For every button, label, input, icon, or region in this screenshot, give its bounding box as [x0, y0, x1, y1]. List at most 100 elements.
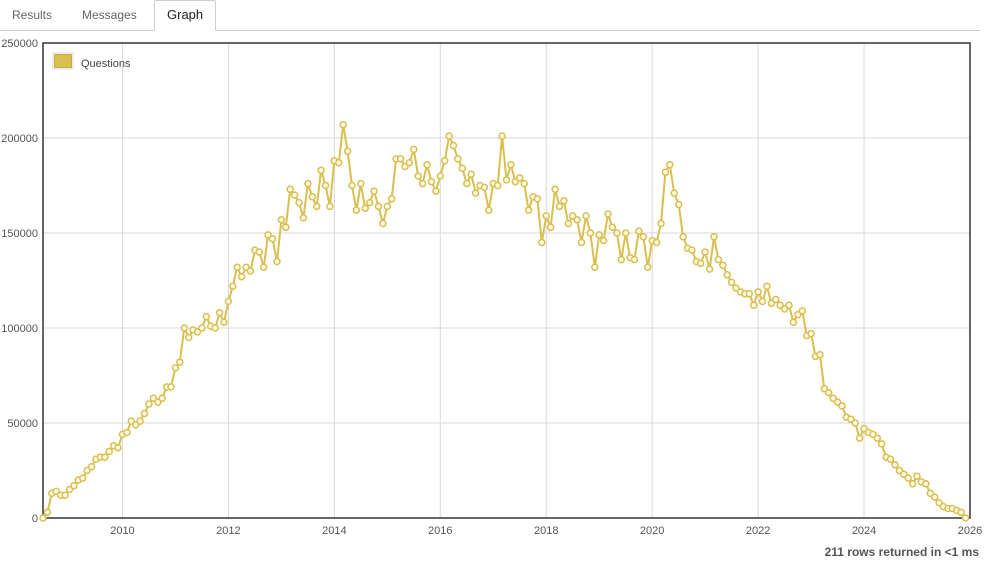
- data-point: [335, 158, 343, 167]
- data-point: [493, 181, 502, 190]
- data-point: [237, 272, 246, 281]
- data-point: [229, 282, 237, 290]
- data-point: [445, 132, 453, 140]
- x-tick-label: 2018: [534, 525, 558, 535]
- data-point: [855, 434, 864, 442]
- data-point: [913, 472, 921, 480]
- data-point: [657, 219, 665, 228]
- data-point: [772, 295, 780, 304]
- data-point: [467, 170, 475, 178]
- x-tick-label: 2014: [322, 525, 346, 535]
- data-point: [564, 219, 573, 228]
- data-point: [630, 255, 639, 264]
- data-point: [480, 183, 489, 192]
- data-point: [140, 409, 149, 418]
- data-point: [414, 172, 422, 180]
- data-point: [259, 263, 268, 271]
- data-point: [61, 491, 69, 499]
- tab-messages[interactable]: Messages: [82, 8, 137, 22]
- data-point: [785, 301, 793, 309]
- data-point: [387, 195, 396, 203]
- data-point: [246, 267, 255, 275]
- data-point: [405, 158, 414, 167]
- data-point: [507, 160, 515, 169]
- data-point: [666, 160, 674, 169]
- data-point: [961, 514, 970, 522]
- data-point: [268, 234, 277, 243]
- data-point: [745, 290, 754, 298]
- data-point: [794, 310, 802, 319]
- data-point: [763, 282, 771, 290]
- data-point: [317, 166, 325, 175]
- data-point: [586, 229, 595, 237]
- x-tick-label: 2010: [110, 525, 134, 535]
- data-point: [39, 514, 47, 522]
- data-point: [727, 278, 736, 287]
- data-point: [215, 309, 224, 317]
- data-point: [471, 189, 480, 197]
- data-point: [877, 440, 886, 448]
- data-point: [277, 215, 286, 224]
- data-point: [533, 195, 542, 203]
- data-point: [604, 210, 612, 218]
- y-tick-label: 50000: [7, 418, 38, 430]
- legend-swatch: [54, 54, 72, 68]
- data-point: [211, 324, 219, 332]
- data-point: [167, 383, 175, 391]
- data-point: [710, 233, 718, 241]
- tab-graph[interactable]: Graph: [154, 0, 217, 31]
- data-point: [524, 206, 533, 214]
- tab-results[interactable]: Results: [12, 8, 53, 22]
- data-point: [635, 227, 643, 235]
- data-point: [158, 394, 166, 403]
- data-point: [43, 508, 52, 517]
- data-point: [719, 261, 727, 270]
- y-tick-label: 100000: [1, 323, 38, 335]
- y-tick-label: 200000: [1, 133, 38, 145]
- data-point: [83, 466, 91, 475]
- data-point: [591, 263, 599, 271]
- data-point: [560, 196, 568, 205]
- data-point: [379, 219, 387, 228]
- data-point: [198, 324, 206, 332]
- x-tick-label: 2016: [428, 525, 452, 535]
- data-point: [299, 214, 308, 222]
- data-point: [101, 453, 109, 461]
- data-point: [114, 443, 122, 452]
- data-point: [290, 191, 299, 199]
- data-point: [754, 288, 762, 296]
- data-point: [70, 481, 78, 490]
- data-point: [427, 177, 436, 186]
- data-point: [670, 189, 678, 197]
- data-point: [440, 157, 449, 165]
- data-point: [410, 145, 418, 154]
- data-point: [87, 462, 96, 471]
- data-point: [886, 455, 895, 463]
- data-point: [273, 257, 281, 266]
- x-tick-label: 2022: [746, 525, 770, 535]
- data-point: [339, 120, 347, 129]
- data-point: [454, 155, 462, 163]
- data-point: [308, 193, 317, 201]
- data-point: [617, 255, 626, 264]
- data-point: [224, 297, 233, 306]
- data-point: [326, 202, 334, 211]
- data-point: [551, 185, 559, 194]
- data-point: [577, 238, 586, 247]
- data-point: [696, 259, 705, 268]
- data-point: [449, 141, 458, 150]
- data-point: [644, 263, 652, 271]
- data-point: [538, 238, 546, 247]
- data-point: [105, 447, 113, 456]
- data-point: [463, 179, 471, 188]
- data-point: [714, 255, 723, 264]
- data-point: [458, 164, 467, 173]
- data-point: [78, 474, 87, 482]
- data-point: [621, 229, 630, 237]
- data-point: [123, 428, 131, 437]
- y-tick-label: 0: [32, 513, 38, 525]
- data-point: [348, 181, 356, 190]
- data-point: [873, 434, 882, 442]
- data-point: [361, 204, 369, 213]
- data-point: [202, 312, 211, 321]
